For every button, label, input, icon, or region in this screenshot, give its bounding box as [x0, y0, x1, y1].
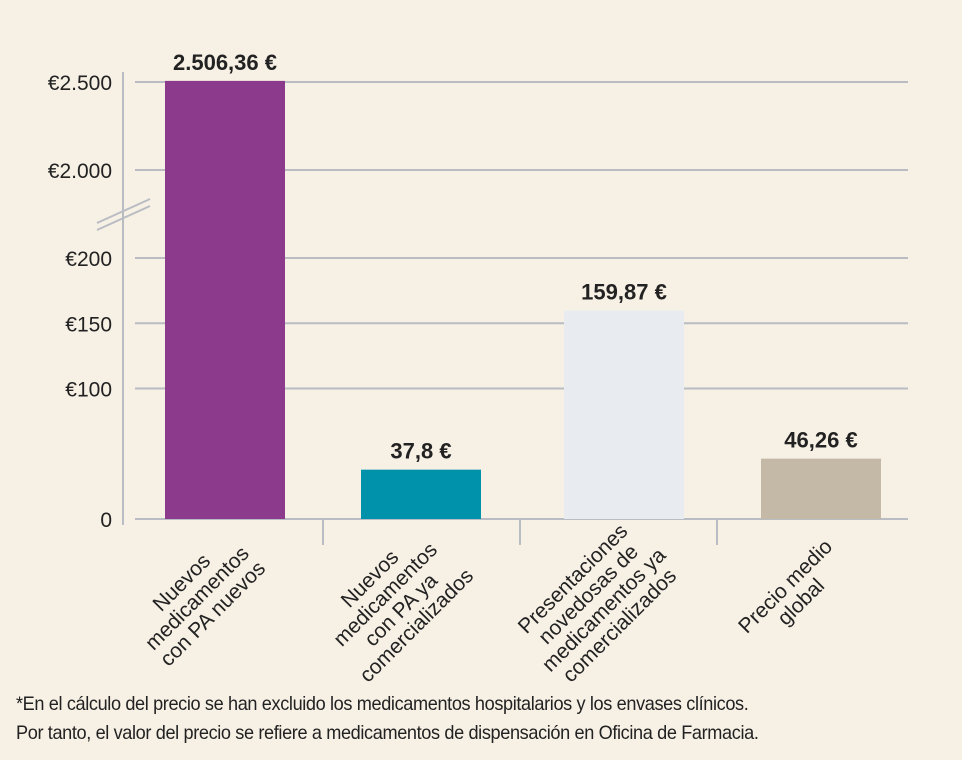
- data-label: 37,8 €: [390, 439, 451, 464]
- data-label: 159,87 €: [581, 279, 667, 304]
- bar: [761, 458, 881, 519]
- category-label: Presentacionesnovedosas demedicamentos y…: [507, 512, 687, 690]
- y-tick-label: €200: [65, 248, 112, 271]
- data-label: 2.506,36 €: [173, 50, 277, 75]
- category-label: Nuevosmedicamentoscon PA yacomercializad…: [309, 518, 478, 687]
- bar: [564, 310, 684, 519]
- bar: [361, 469, 481, 519]
- footnote: *En el cálculo del precio se han excluid…: [16, 690, 759, 748]
- data-label: 46,26 €: [784, 428, 857, 453]
- bar: [165, 80, 285, 519]
- footnote-line-2: Por tanto, el valor del precio se refier…: [16, 722, 759, 744]
- y-tick-label: €150: [65, 313, 112, 336]
- y-tick-label: €100: [65, 379, 112, 402]
- y-tick-label: €2.500: [48, 72, 112, 95]
- axis-break-mark: [96, 205, 151, 231]
- category-label: Nuevosmedicamentoscon PA nuevos: [125, 526, 270, 671]
- footnote-line-1: *En el cálculo del precio se han excluid…: [16, 693, 749, 715]
- y-tick-label: €2.000: [48, 160, 112, 183]
- bar-chart: 0 €100 €150 €200 €2.000 €2.500 2.506,36 € Nuevo…: [48, 50, 908, 690]
- axis-break-mark: [96, 198, 151, 224]
- y-tick-label: 0: [100, 509, 112, 532]
- category-label: Precio medioglobal: [734, 535, 852, 653]
